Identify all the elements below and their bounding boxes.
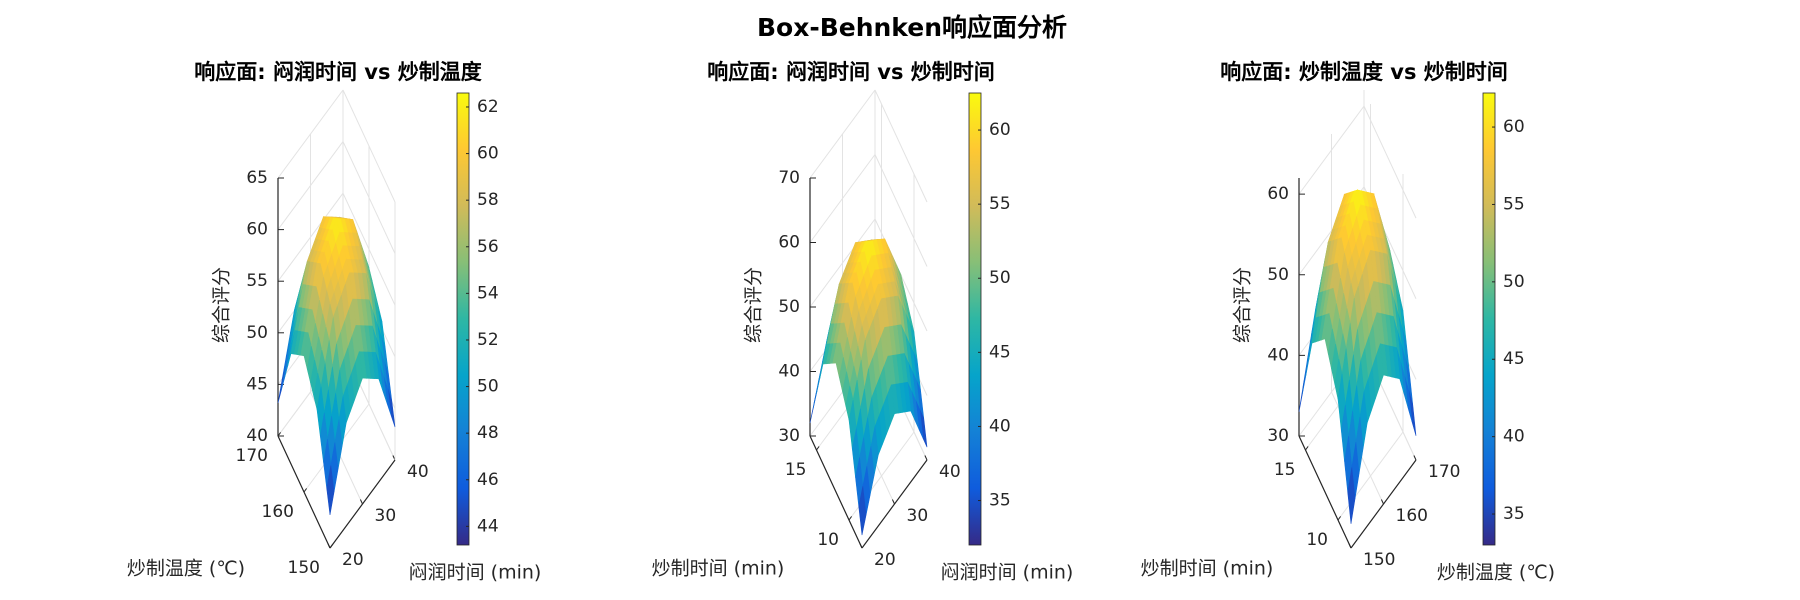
x-tick-label: 40 (939, 462, 961, 482)
z-tick-label: 60 (778, 233, 800, 253)
chart-title: 响应面: 闷润时间 vs 炒制时间 (707, 60, 995, 84)
colorbar (456, 92, 470, 546)
y-axis (1298, 435, 1352, 549)
x-tick (891, 499, 895, 505)
y-axis (277, 435, 331, 549)
x-tick (1413, 455, 1417, 461)
colorbar-tick-label: 46 (477, 470, 499, 490)
x-axis (329, 459, 396, 549)
colorbar-tick-label: 55 (989, 194, 1011, 214)
y-axis-label: 炒制时间 (min) (652, 558, 785, 580)
colorbar-tick-label: 40 (1503, 427, 1525, 447)
x-axis (1350, 459, 1417, 549)
x-tick-label: 30 (907, 506, 929, 526)
y-tick-label: 150 (288, 558, 320, 578)
colorbar-tick-label: 44 (477, 516, 499, 536)
colorbar-tick-label: 40 (989, 416, 1011, 436)
y-tick (1305, 446, 1309, 451)
y-tick (816, 446, 820, 451)
colorbar-tick-label: 58 (477, 190, 499, 210)
x-tick-label: 170 (1428, 462, 1460, 482)
z-tick-label: 55 (246, 271, 268, 291)
z-tick-label: 45 (246, 374, 268, 394)
x-tick-label: 20 (342, 550, 364, 570)
colorbar-tick-label: 62 (477, 97, 499, 117)
colorbar-tick-label: 60 (989, 120, 1011, 140)
z-axis-label: 综合评分 (1232, 267, 1254, 343)
x-tick-label: 150 (1363, 550, 1395, 570)
z-axis-label: 综合评分 (211, 267, 233, 343)
grid-line (1363, 105, 1417, 219)
z-tick-label: 70 (778, 168, 800, 188)
y-tick-label: 15 (1274, 460, 1296, 480)
colorbar-tick-label: 55 (1503, 194, 1525, 214)
x-tick-label: 160 (1396, 506, 1428, 526)
colorbar (968, 92, 982, 546)
colorbar-tick-label: 50 (1503, 272, 1525, 292)
z-tick-label: 30 (778, 426, 800, 446)
colorbar-tick-label: 56 (477, 237, 499, 257)
z-tick-label: 40 (246, 426, 268, 446)
surface-patch (326, 465, 335, 516)
x-axis-label: 闷润时间 (min) (941, 562, 1074, 584)
x-tick-label: 20 (874, 550, 896, 570)
colorbar-tick-label: 50 (477, 377, 499, 397)
y-axis-label: 炒制时间 (min) (1141, 558, 1274, 580)
x-axis-label: 闷润时间 (min) (409, 562, 542, 584)
y-tick-label: 15 (785, 460, 807, 480)
z-tick-label: 40 (1267, 345, 1289, 365)
grid-line (874, 89, 928, 203)
colorbar-tick-label: 45 (1503, 349, 1525, 369)
colorbar (1482, 92, 1496, 546)
z-tick-label: 60 (1267, 184, 1289, 204)
y-tick-label: 160 (262, 502, 294, 522)
figure-title: Box-Behnken响应面分析 (757, 13, 1067, 42)
x-tick (359, 499, 363, 505)
x-tick (924, 455, 928, 461)
z-tick-label: 65 (246, 168, 268, 188)
grid-line (874, 154, 928, 267)
colorbar-tick-label: 54 (477, 283, 499, 303)
colorbar-tick-label: 48 (477, 423, 499, 443)
y-axis-label: 炒制温度 (℃) (127, 558, 245, 580)
z-tick-label: 50 (1267, 265, 1289, 285)
y-tick-label: 10 (1306, 530, 1328, 550)
y-tick-label: 170 (236, 446, 268, 466)
colorbar-tick-label: 50 (989, 268, 1011, 288)
colorbar-tick-label: 60 (1503, 117, 1525, 137)
surface-patch (858, 486, 867, 536)
x-tick-label: 30 (375, 506, 397, 526)
x-axis (861, 459, 928, 549)
z-axis-label: 综合评分 (743, 267, 765, 343)
surface-patch (1347, 467, 1356, 524)
z-tick-label: 60 (246, 220, 268, 240)
y-tick (848, 516, 853, 521)
chart-title: 响应面: 闷润时间 vs 炒制温度 (194, 60, 482, 84)
z-tick-label: 30 (1267, 426, 1289, 446)
y-tick-label: 10 (817, 530, 839, 550)
x-tick (1380, 499, 1384, 505)
z-tick-label: 40 (778, 362, 800, 382)
colorbar-tick-label: 52 (477, 330, 499, 350)
y-tick (303, 488, 308, 493)
colorbar-tick-label: 35 (1503, 504, 1525, 524)
x-axis-label: 炒制温度 (℃) (1437, 562, 1555, 584)
x-tick-label: 40 (407, 462, 429, 482)
z-tick-label: 50 (246, 323, 268, 343)
z-tick-label: 50 (778, 297, 800, 317)
y-axis (809, 435, 863, 549)
colorbar-tick-label: 45 (989, 342, 1011, 362)
colorbar-tick-label: 60 (477, 144, 499, 164)
colorbar-tick-label: 35 (989, 491, 1011, 511)
y-tick (1337, 516, 1342, 521)
chart-title: 响应面: 炒制温度 vs 炒制时间 (1220, 60, 1508, 84)
